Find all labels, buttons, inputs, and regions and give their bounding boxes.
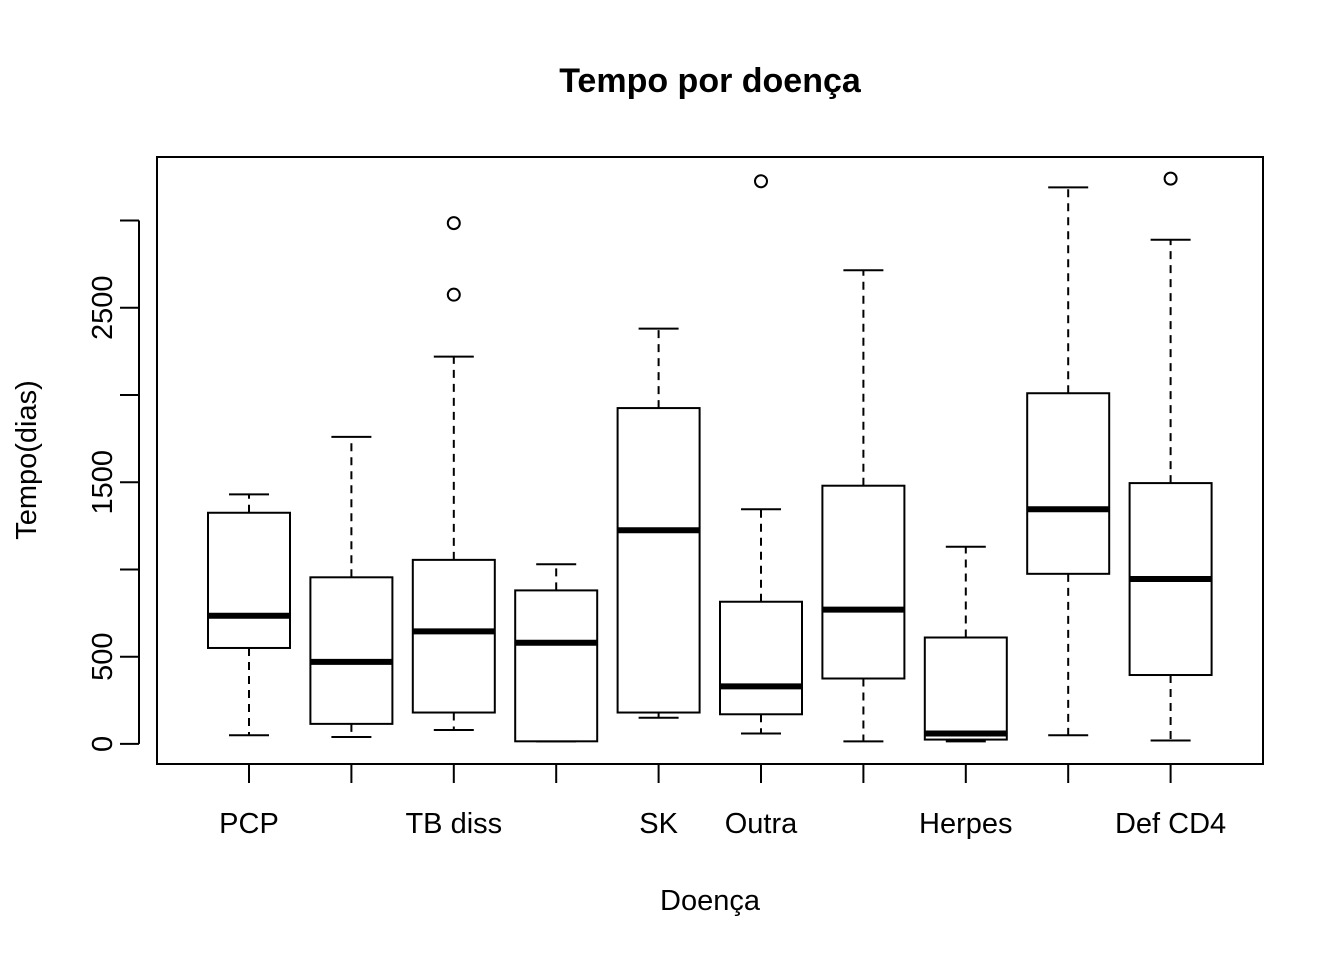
box xyxy=(207,511,291,649)
x-tick-label: PCP xyxy=(219,808,279,840)
x-tick-label: TB diss xyxy=(405,808,502,840)
x-tick-label: Herpes xyxy=(919,808,1013,840)
box xyxy=(719,600,803,716)
box xyxy=(821,484,906,680)
y-tick-label: 2500 xyxy=(87,275,119,340)
x-tick-label: Def CD4 xyxy=(1115,808,1226,840)
box xyxy=(616,407,701,714)
y-tick-label: 500 xyxy=(87,633,119,681)
box xyxy=(309,576,394,725)
box xyxy=(1026,392,1111,575)
outlier-point xyxy=(446,287,461,302)
outlier-point xyxy=(754,174,768,189)
x-tick-label: Outra xyxy=(725,808,798,840)
chart-marks: 0 500 1500 2500 PCP TB diss SK Outra Herpes Def C… xyxy=(87,171,1226,840)
y-tick-label: 0 xyxy=(87,736,119,752)
box xyxy=(923,636,1008,741)
chart-title: Tempo por doença xyxy=(559,62,862,100)
box xyxy=(514,589,599,743)
outlier-point xyxy=(446,216,461,231)
y-tick-label: 1500 xyxy=(87,450,119,515)
x-tick-label: SK xyxy=(639,808,678,840)
outlier-point xyxy=(1163,171,1178,186)
x-axis-label: Doença xyxy=(660,885,761,917)
box xyxy=(411,558,496,714)
y-axis-label: Tempo(dias) xyxy=(11,380,43,540)
